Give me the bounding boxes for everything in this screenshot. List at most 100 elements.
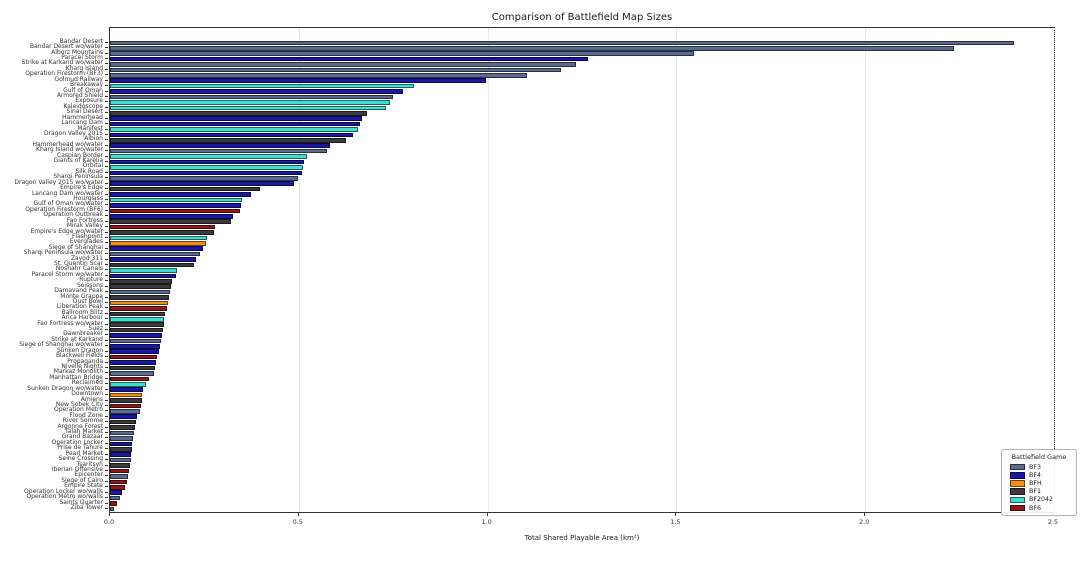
y-tick-mark (105, 166, 108, 168)
bar (110, 441, 133, 447)
legend-entries: BF3 BF4 BFH BF1 BF2042 BF6 (1006, 463, 1072, 512)
y-tick-label: Saints Quarter (59, 498, 103, 506)
x-tick-label: 2.0 (859, 518, 870, 526)
y-tick-mark (105, 442, 108, 444)
y-tick-mark (105, 307, 108, 309)
y-tick-label: Downtown (71, 390, 103, 398)
y-tick-label: Sunken Dragon wo/water (27, 384, 103, 392)
y-tick-label: Blackwell Fields (55, 352, 103, 360)
bar (110, 474, 129, 479)
bar (110, 181, 294, 186)
y-tick-label: Empire State (64, 482, 103, 490)
y-tick-mark (105, 41, 108, 43)
bar (110, 89, 403, 94)
y-tick-label: Operation Métro (54, 406, 103, 414)
y-tick-mark (105, 209, 108, 211)
y-tick-label: Arica Harbour (61, 314, 103, 322)
y-tick-mark (105, 345, 108, 347)
y-tick-mark (105, 68, 108, 70)
y-tick-mark (105, 329, 108, 331)
bar (110, 257, 196, 262)
y-tick-mark (105, 106, 108, 108)
bar (110, 306, 167, 311)
y-tick-label: Empire's Edge wo/water (30, 227, 103, 235)
bar (110, 176, 298, 181)
bar (110, 392, 143, 398)
y-tick-label: Hourglass (73, 194, 103, 202)
y-tick-mark (105, 215, 108, 217)
y-tick-label: Pearl Market (65, 449, 103, 457)
y-tick-mark (105, 79, 108, 81)
bar (110, 197, 243, 203)
y-tick-mark (105, 350, 108, 352)
bar (110, 447, 132, 452)
y-tick-label: Siege of Shanghai wo/water (19, 341, 103, 349)
y-tick-label: Operation Firestorm (BF6) (25, 205, 103, 213)
legend-swatch (1010, 463, 1025, 471)
y-tick-mark (105, 339, 108, 341)
y-tick-label: Monte Grappa (60, 292, 103, 300)
y-tick-mark (105, 74, 108, 76)
y-tick-label: Silk Road (75, 167, 103, 175)
y-tick-label: Seine Crossing (58, 455, 103, 463)
bar (110, 457, 131, 463)
bar (110, 127, 359, 132)
y-tick-mark (105, 155, 108, 157)
bar (110, 463, 130, 468)
y-tick-mark (105, 242, 108, 244)
legend-label: BFH (1029, 479, 1042, 487)
bar (110, 278, 172, 284)
y-tick-label: Suez (88, 325, 103, 333)
bar (110, 284, 171, 289)
y-tick-mark (105, 486, 108, 488)
y-tick-mark (105, 464, 108, 466)
y-tick-mark (105, 421, 108, 423)
y-tick-mark (105, 52, 108, 54)
bar (110, 322, 164, 327)
y-tick-label: Grand Bazaar (61, 433, 103, 441)
legend-swatch (1010, 480, 1025, 487)
y-tick-label: Exposure (75, 97, 103, 105)
y-tick-label: Propaganda (67, 357, 103, 365)
y-tick-label: Bandar Desert wo/water (29, 43, 103, 51)
y-tick-label: Talah Market (64, 428, 103, 436)
legend-swatch (1010, 504, 1025, 512)
y-tick-label: Bandar Desert (59, 37, 103, 45)
legend-label: BF3 (1029, 463, 1041, 471)
y-tick-label: St. Quentin Scar (54, 260, 103, 268)
bar (110, 338, 161, 344)
bar (110, 143, 331, 149)
y-tick-mark (105, 264, 108, 266)
bar (110, 479, 128, 485)
bar (110, 235, 208, 241)
bar (110, 414, 137, 420)
legend-swatch (1010, 488, 1025, 495)
y-tick-mark (105, 171, 108, 173)
bar (110, 251, 200, 257)
y-tick-label: Operation Firestorm (BF3) (25, 70, 103, 78)
y-tick-label: Sharqi Peninsula (53, 173, 103, 181)
y-tick-mark (105, 96, 108, 97)
bar (110, 311, 166, 317)
y-tick-mark (105, 367, 108, 368)
bar (110, 78, 486, 84)
y-tick-label: Operation Locker wo/walls (24, 487, 103, 495)
y-tick-label: Manifest (77, 124, 103, 132)
bar (110, 495, 121, 501)
y-tick-label: Liberation Peak (56, 303, 103, 311)
y-tick-mark (105, 475, 108, 477)
bar (110, 170, 303, 176)
y-tick-label: Kaleidoscope (63, 102, 103, 110)
bar (110, 333, 162, 338)
y-tick-mark (105, 318, 108, 320)
y-tick-mark (105, 274, 108, 276)
y-tick-label: Kharg Island wo/water (36, 146, 103, 154)
bar (110, 289, 171, 295)
y-tick-mark (105, 334, 108, 336)
y-tick-mark (105, 453, 108, 455)
x-tick-mark (864, 513, 866, 516)
y-tick-label: Prise de Tahure (57, 444, 103, 452)
y-tick-label: Lancang Dam (61, 119, 103, 127)
y-tick-label: Ballroom Blitz (61, 308, 103, 316)
